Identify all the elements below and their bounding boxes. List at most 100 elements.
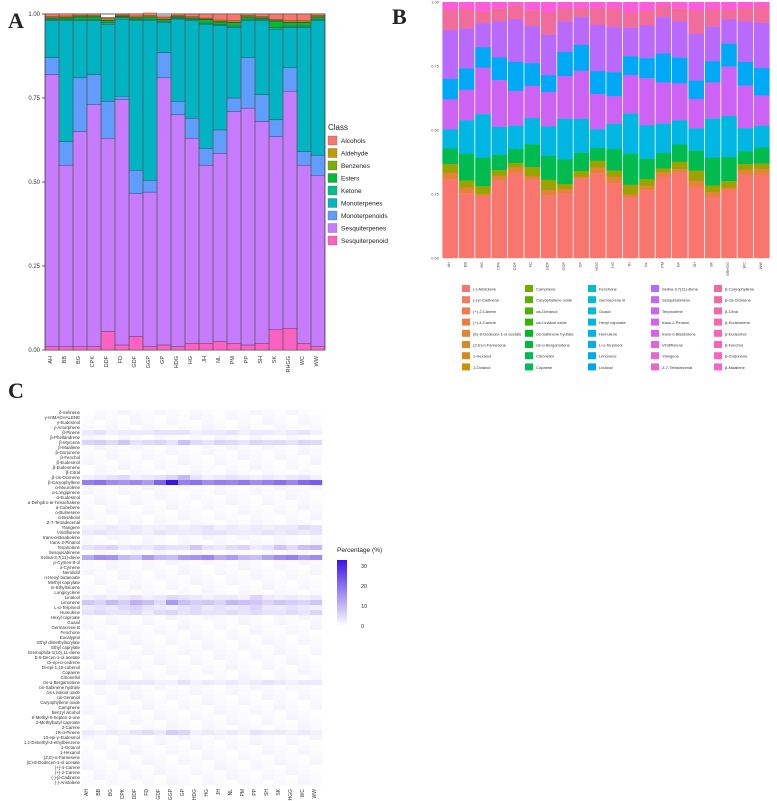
panel-c-cell <box>106 755 119 761</box>
panel-c-cell <box>118 415 131 421</box>
panel-c-cell <box>154 535 167 541</box>
panel-c-cell <box>250 720 263 726</box>
panel-c-cell <box>250 615 263 621</box>
panel-c-cell <box>286 435 299 441</box>
panel-b-bar-FD-band <box>524 10 540 27</box>
panel-c-cell <box>154 470 167 476</box>
panel-c-cell <box>82 570 95 576</box>
panel-c-cell <box>154 515 167 521</box>
panel-c-cell <box>262 755 275 761</box>
panel-c-cell <box>130 620 143 626</box>
panel-c-ylabel: Ethyl caprylate <box>51 645 80 650</box>
panel-c-cell <box>310 655 323 661</box>
panel-c-cell <box>154 525 167 531</box>
panel-c-cell <box>214 590 227 596</box>
panel-c-cell <box>118 485 131 491</box>
panel-c-cell <box>310 415 323 421</box>
panel-b-legend-label: (Z,E)-α-Farnesene <box>473 343 507 348</box>
panel-c-cell <box>154 555 167 561</box>
panel-c-ylabel: α-Eudesmol <box>56 495 80 500</box>
panel-c-cell <box>262 680 275 686</box>
panel-a-bar-GP-alcohols <box>157 15 171 18</box>
panel-c-cell <box>286 500 299 506</box>
panel-c-cell <box>286 715 299 721</box>
panel-c-cell <box>226 675 239 681</box>
panel-c-cell <box>154 510 167 516</box>
panel-c-cell <box>202 725 215 731</box>
panel-c-cell <box>142 535 155 541</box>
panel-c-cell <box>178 600 191 606</box>
panel-c-ylabel: β-Fenchol <box>60 455 80 460</box>
panel-c-cell <box>238 410 251 416</box>
panel-c-cell <box>142 750 155 756</box>
panel-c-cell <box>310 680 323 686</box>
panel-c-cell <box>226 450 239 456</box>
panel-c-cell <box>94 655 107 661</box>
panel-c-cell <box>250 545 263 551</box>
panel-a-legend-label: Sesquiterpenes <box>341 226 387 233</box>
panel-c-ylabel: o-Cymene <box>60 565 81 570</box>
panel-c-cell <box>130 635 143 641</box>
panel-c-cell <box>286 655 299 661</box>
panel-c-cell <box>262 570 275 576</box>
panel-c-cell <box>274 780 287 786</box>
panel-c-cell <box>274 525 287 531</box>
panel-c-cell <box>82 435 95 441</box>
panel-c-cell <box>82 425 95 431</box>
panel-c-cell <box>226 550 239 556</box>
panel-b-legend-swatch <box>588 341 596 348</box>
panel-c-cell <box>274 770 287 776</box>
panel-c-cell <box>178 485 191 491</box>
panel-b-bar-SRHGG-band <box>721 19 737 44</box>
panel-c-cell <box>298 535 311 541</box>
panel-c-ylabel: Caryophyllene oxide <box>40 700 80 705</box>
panel-c-cell <box>250 530 263 536</box>
panel-b-bar-SRHGG-band <box>721 66 737 117</box>
panel-b-bar-WC-band <box>737 164 754 170</box>
panel-c-cell <box>142 715 155 721</box>
panel-c-cell <box>118 695 131 701</box>
panel-c-cell <box>226 475 239 481</box>
panel-c-cell <box>274 750 287 756</box>
panel-c-cell <box>106 605 119 611</box>
panel-c-ylabel: L-α-Terpineol <box>54 605 80 610</box>
panel-c-cell <box>310 775 323 781</box>
panel-b-legend-swatch <box>714 341 722 348</box>
panel-b-legend-swatch <box>588 329 596 337</box>
panel-c-ylabel: Citronellol <box>60 675 80 680</box>
panel-b-legend-swatch <box>525 363 533 371</box>
panel-c-cell <box>82 645 95 651</box>
panel-c-cell <box>82 415 95 421</box>
panel-c-cell <box>154 680 167 686</box>
panel-c-cell <box>178 570 191 576</box>
panel-c-cell <box>310 780 323 786</box>
panel-c-cell <box>214 730 227 736</box>
panel-b-bar-BG-band <box>475 186 491 195</box>
panel-c-ylabel: cis-α-Bergamotene <box>43 680 81 685</box>
panel-c-cell <box>238 420 251 426</box>
panel-b-bar-PM-band <box>655 123 672 154</box>
panel-c-cell <box>118 450 131 456</box>
panel-c-cell <box>214 600 227 606</box>
panel-c-cell <box>310 470 323 476</box>
panel-a-xtick-label: DDF <box>104 355 110 367</box>
panel-b-bar-GP-band <box>573 152 590 172</box>
panel-c-cell <box>202 730 215 736</box>
panel-c-cell <box>190 500 203 506</box>
panel-c-cell <box>178 440 191 446</box>
panel-c-cell <box>166 660 179 666</box>
panel-c-cell <box>310 490 323 496</box>
panel-c-cell <box>94 560 107 566</box>
panel-a-legend-swatch-ketone <box>327 185 338 196</box>
panel-b-legend-swatch <box>525 352 533 360</box>
panel-c-cell <box>166 525 179 531</box>
panel-c-cell <box>202 675 215 681</box>
panel-c-cell <box>238 780 251 786</box>
panel-b-bar-DDF-band <box>508 163 524 168</box>
panel-b-bar-WW-band <box>754 125 770 148</box>
panel-b-legend-label: Limonene <box>599 354 617 359</box>
panel-c-cell <box>178 685 191 691</box>
panel-b-legend-swatch <box>588 318 596 326</box>
panel-a-bar-DDF-alcohols <box>101 17 115 19</box>
panel-c-cell <box>298 670 311 676</box>
